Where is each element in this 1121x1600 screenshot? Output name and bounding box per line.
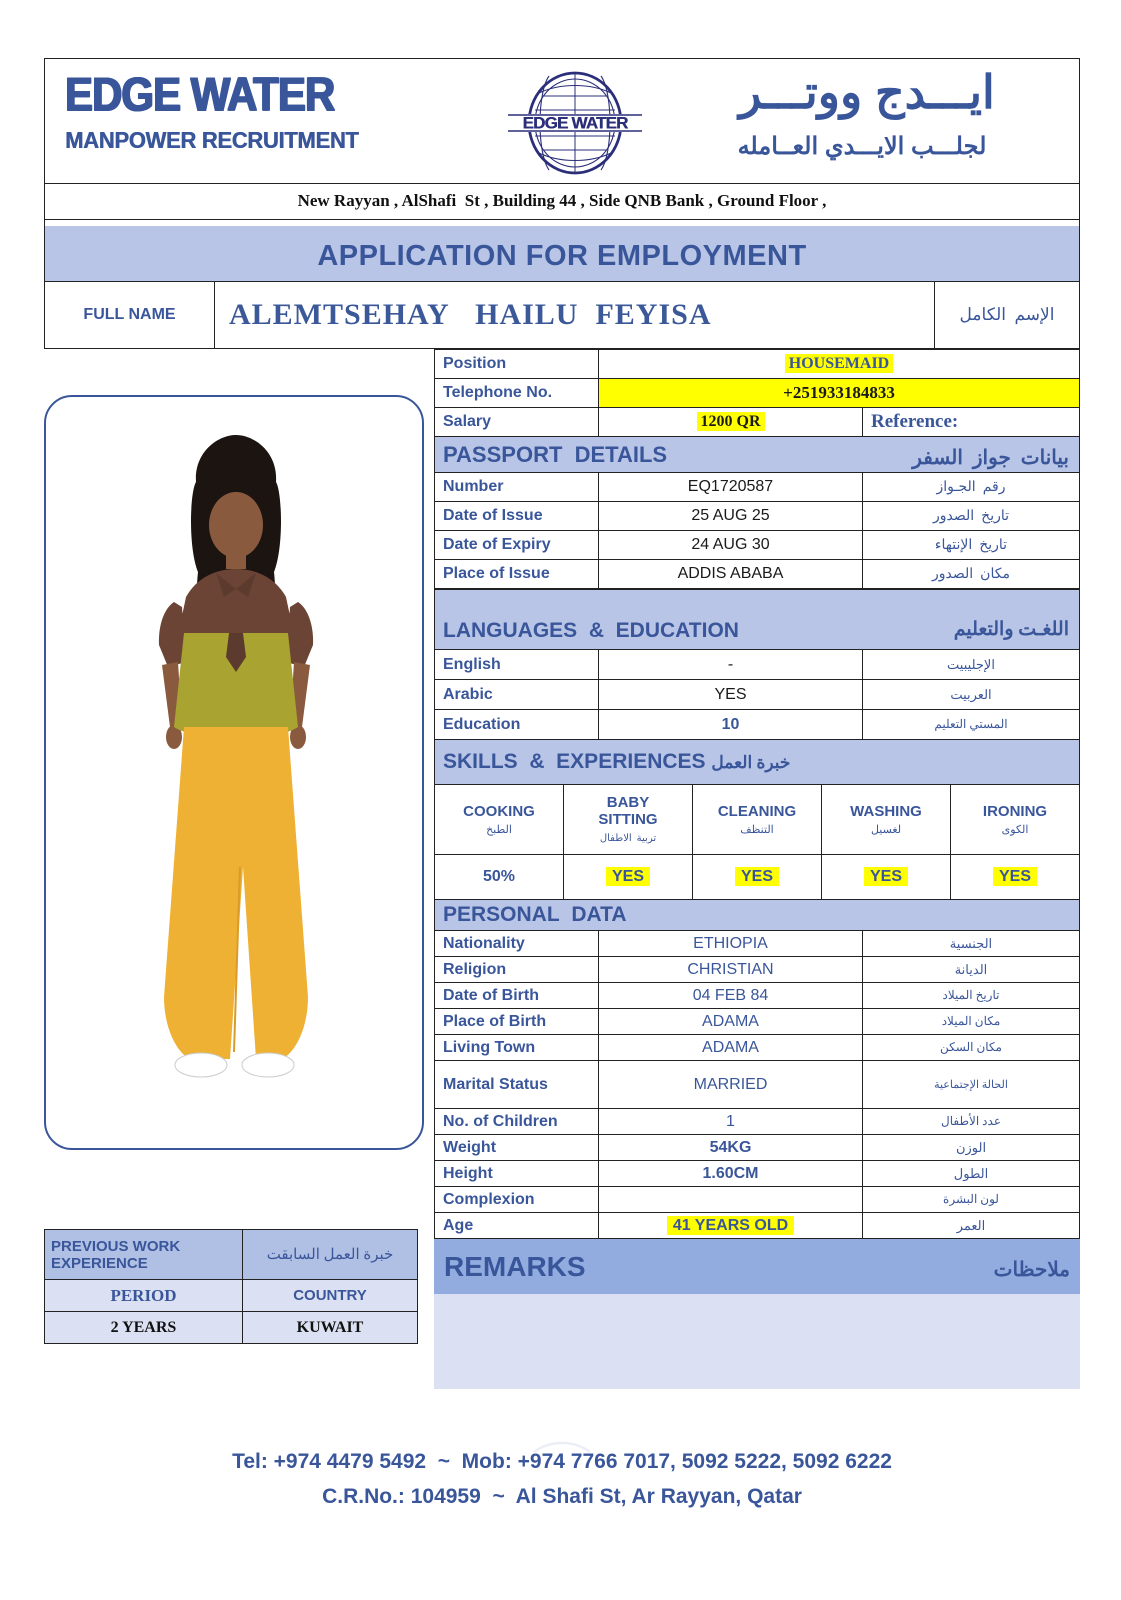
svg-text:EDGE WATER: EDGE WATER — [522, 114, 628, 133]
